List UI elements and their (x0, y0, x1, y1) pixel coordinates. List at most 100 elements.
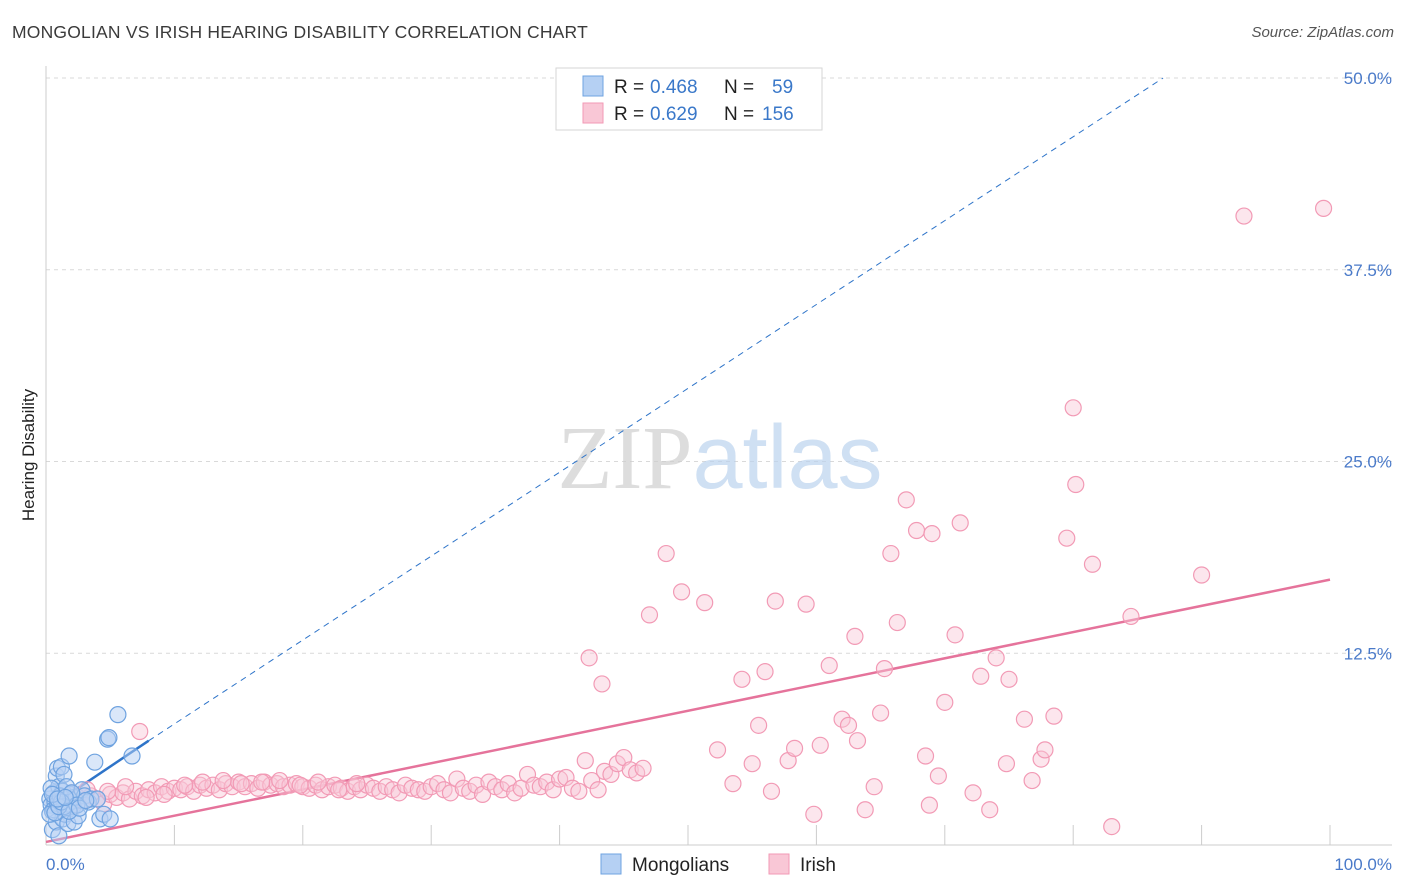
irish-point-160 (1064, 399, 1082, 417)
irish-point-77 (544, 781, 562, 799)
irish-point-149 (972, 667, 990, 685)
irish-point-83 (583, 771, 601, 790)
irish-point-73 (518, 765, 537, 784)
legend-n-value-irish: 156 (762, 104, 794, 125)
mongolian-point-55 (77, 791, 95, 810)
irish-point-86 (602, 765, 620, 784)
irish-point-140 (907, 521, 926, 540)
irish-point-95 (117, 778, 135, 796)
irish-point-153 (1000, 670, 1018, 688)
y-tick-label-2: 37.5% (1344, 261, 1392, 280)
legend-swatch-mongolian (582, 75, 604, 97)
x-tick-label-0: 0.0% (46, 855, 85, 874)
irish-point-162 (1083, 555, 1102, 573)
irish-point-18 (165, 779, 183, 797)
irish-point-136 (875, 659, 894, 678)
x-tick-labels: 0.0% 100.0% (46, 855, 1392, 874)
irish-point-143 (923, 524, 941, 543)
mongolian-points (41, 706, 141, 845)
irish-point-117 (733, 670, 751, 688)
irish-point-127 (811, 736, 829, 754)
irish-point-81 (570, 782, 588, 800)
y-tick-label-1: 25.0% (1344, 453, 1392, 472)
irish-point-99 (194, 773, 212, 791)
irish-point-166 (1235, 207, 1253, 225)
irish-point-167 (1314, 199, 1333, 217)
legend-r-value-irish: 0.629 (650, 104, 698, 125)
irish-point-141 (916, 747, 935, 765)
irish-point-150 (981, 801, 999, 819)
irish-point-157 (1036, 741, 1054, 759)
irish-point-115 (708, 741, 727, 759)
legend-n-label-mongolian: N = (724, 77, 754, 98)
irish-point-118 (743, 755, 761, 773)
irish-point-144 (929, 767, 947, 785)
irish-point-124 (785, 739, 804, 757)
irish-point-108 (131, 722, 149, 741)
irish-point-128 (820, 656, 838, 675)
irish-point-70 (499, 775, 517, 793)
irish-point-119 (750, 716, 768, 734)
irish-point-114 (696, 594, 714, 612)
mongolian-point-15 (60, 747, 78, 765)
legend-n-value-mongolian: 59 (772, 77, 793, 98)
irish-points (50, 199, 1333, 836)
irish-point-64 (461, 782, 479, 800)
irish-point-33 (262, 776, 280, 794)
irish-trend-line (45, 578, 1331, 844)
grid-lines (46, 77, 1392, 654)
irish-point-134 (865, 778, 883, 796)
irish-point-105 (309, 773, 327, 791)
bottom-swatch-irish (768, 853, 790, 875)
irish-point-74 (525, 776, 543, 794)
irish-point-97 (155, 785, 173, 803)
irish-point-145 (936, 693, 954, 711)
y-axis-label: Hearing Disability (19, 388, 38, 521)
irish-point-109 (580, 649, 598, 667)
irish-point-102 (253, 773, 271, 791)
irish-point-101 (232, 775, 250, 793)
irish-point-59 (429, 775, 447, 793)
legend-n-label-irish: N = (724, 104, 754, 125)
irish-point-69 (493, 781, 511, 799)
mongolian-point-22 (50, 827, 68, 845)
mongolian-trend-extension (148, 77, 1164, 742)
irish-point-82 (576, 752, 594, 770)
irish-point-116 (724, 775, 742, 793)
mongolian-point-48 (100, 729, 118, 747)
irish-point-131 (846, 627, 864, 645)
bottom-swatch-mongolians (600, 853, 622, 875)
series-legend: Mongolians Irish (600, 853, 836, 876)
irish-point-156 (1032, 750, 1050, 768)
irish-point-122 (766, 592, 784, 610)
irish-point-151 (987, 649, 1005, 667)
mongolian-point-40 (86, 753, 104, 771)
irish-point-96 (137, 788, 155, 807)
irish-point-55 (403, 779, 421, 797)
irish-point-61 (441, 784, 460, 802)
mongolian-point-58 (56, 788, 74, 807)
bottom-label-mongolians: Mongolians (632, 855, 729, 876)
irish-point-62 (448, 770, 466, 788)
chart-title: MONGOLIAN VS IRISH HEARING DISABILITY CO… (12, 22, 588, 42)
irish-point-56 (409, 781, 427, 799)
y-tick-label-3: 50.0% (1344, 69, 1392, 88)
irish-point-146 (946, 626, 964, 644)
irish-point-100 (214, 771, 232, 790)
irish-point-65 (467, 776, 485, 794)
irish-point-25 (210, 781, 228, 799)
irish-point-148 (964, 784, 982, 802)
irish-point-98 (176, 776, 194, 794)
mongolian-point-46 (109, 706, 127, 724)
y-tick-labels: 12.5% 25.0% 37.5% 50.0% (1344, 69, 1392, 663)
irish-point-165 (1192, 566, 1211, 584)
y-tick-label-0: 12.5% (1344, 644, 1392, 663)
irish-point-137 (882, 544, 900, 563)
irish-point-42 (319, 778, 338, 796)
mongolian-point-47 (123, 747, 141, 765)
irish-point-154 (1015, 710, 1034, 728)
irish-point-138 (888, 613, 906, 632)
irish-point-161 (1067, 475, 1085, 494)
irish-point-130 (839, 716, 858, 734)
